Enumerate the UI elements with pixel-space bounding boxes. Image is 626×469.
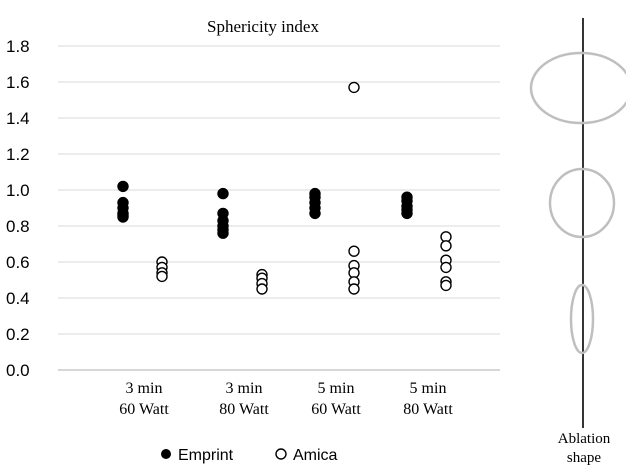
x-tick-label: 3 min	[126, 380, 163, 397]
data-point-emprint	[217, 227, 229, 239]
data-point-emprint	[309, 207, 321, 220]
data-points	[117, 81, 452, 295]
y-tick-label: 1.0	[6, 181, 30, 200]
y-tick-label: 1.8	[6, 37, 30, 56]
data-point-emprint	[117, 180, 129, 193]
legend-amica-marker	[275, 448, 287, 460]
x-tick-label: 5 min	[318, 380, 355, 397]
gridlines	[58, 45, 500, 335]
ablation-label-line1: Ablation	[558, 431, 611, 447]
data-point-amica	[156, 270, 168, 283]
ablation-shape-panel: Ablation shape	[529, 18, 626, 466]
x-tick-label: 3 min	[226, 380, 263, 397]
data-point-emprint	[117, 211, 129, 223]
legend: Emprint Amica	[161, 447, 338, 464]
chart-title: Sphericity index	[207, 17, 319, 36]
data-point-amica	[440, 279, 452, 292]
data-point-amica	[440, 240, 452, 252]
ablation-shape-circle	[548, 167, 616, 239]
ablation-shape-narrow-ellipse	[569, 283, 595, 355]
x-tick-label: 80 Watt	[403, 401, 453, 418]
y-axis-tick-labels: 0.0 0.2 0.4 0.6 0.8 1.0 1.2 1.4 1.6 1.8	[6, 37, 30, 380]
x-tick-label: 60 Watt	[311, 401, 361, 418]
y-tick-label: 0.6	[6, 253, 30, 272]
x-axis-tick-labels: 3 min 60 Watt 3 min 80 Watt 5 min 60 Watt 5 mi…	[119, 380, 453, 418]
data-point-amica	[348, 81, 360, 94]
data-point-amica	[256, 283, 268, 295]
y-tick-label: 0.0	[6, 361, 30, 380]
data-point-emprint	[217, 187, 229, 200]
data-point-amica	[348, 283, 360, 295]
y-tick-label: 1.2	[6, 145, 30, 164]
y-tick-label: 0.8	[6, 217, 30, 236]
data-point-amica	[440, 261, 452, 274]
x-tick-label: 60 Watt	[119, 401, 169, 418]
y-tick-label: 0.2	[6, 325, 30, 344]
legend-emprint-marker	[161, 449, 171, 459]
legend-amica-label: Amica	[293, 447, 338, 464]
x-tick-label: 80 Watt	[219, 401, 269, 418]
y-tick-label: 0.4	[6, 289, 30, 308]
data-point-amica	[348, 245, 360, 257]
ablation-shape-large-ellipse	[529, 51, 626, 125]
x-tick-label: 5 min	[410, 380, 447, 397]
y-tick-label: 1.6	[6, 73, 30, 92]
legend-emprint-label: Emprint	[178, 447, 234, 464]
ablation-label-line2: shape	[567, 450, 601, 466]
data-point-emprint	[401, 207, 413, 220]
y-tick-label: 1.4	[6, 109, 30, 128]
